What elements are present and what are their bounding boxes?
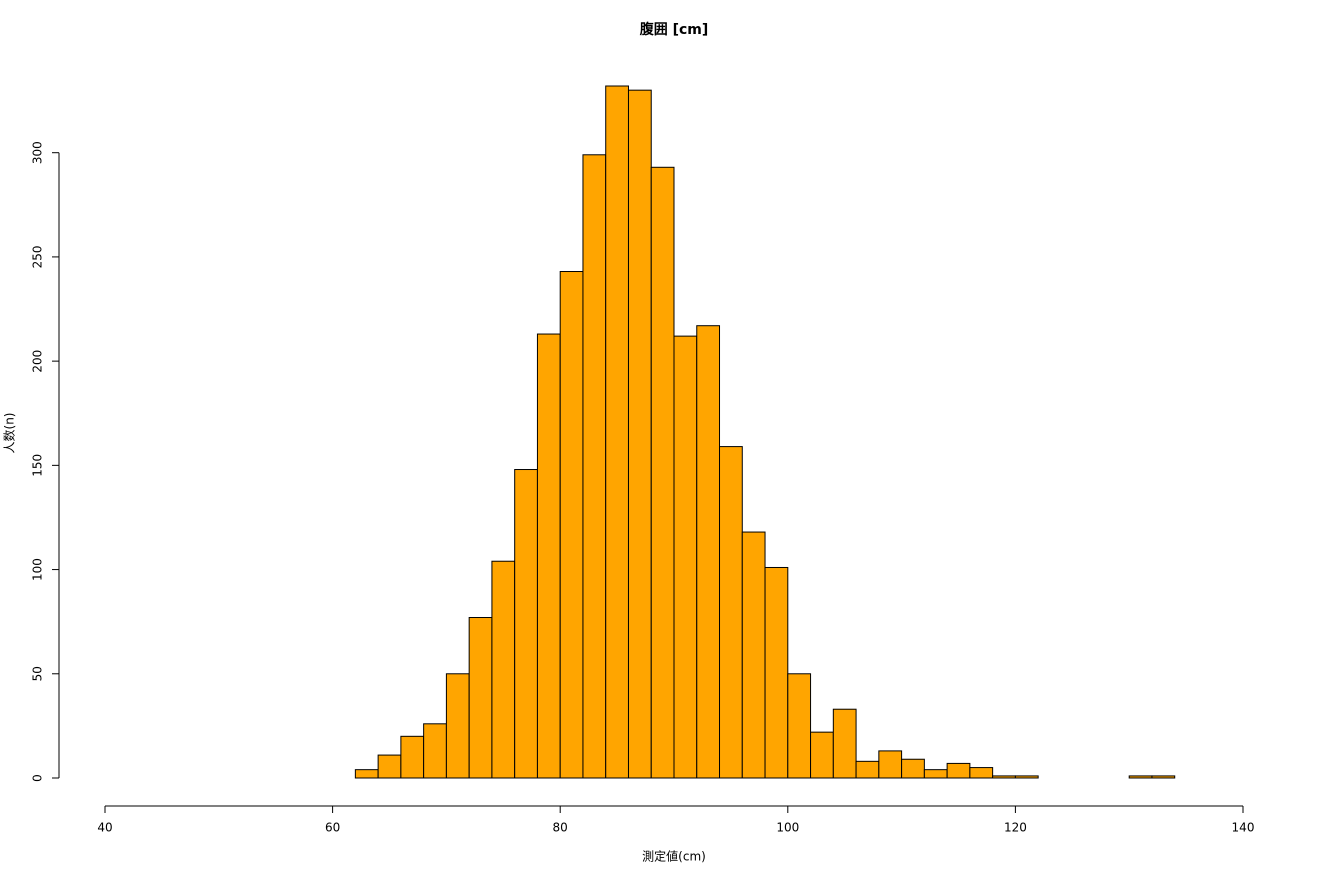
bar — [946, 762, 971, 779]
x-tick-label: 120 — [1004, 821, 1027, 835]
bar — [491, 560, 516, 779]
bar — [627, 89, 652, 779]
y-tick-label: 150 — [31, 454, 45, 477]
bar — [445, 673, 470, 779]
bar — [878, 750, 903, 779]
bar — [673, 335, 698, 779]
bar — [787, 673, 812, 779]
bar — [810, 731, 834, 779]
bar — [855, 760, 880, 779]
bar — [559, 271, 584, 779]
bar — [468, 617, 493, 779]
y-tick-label: 250 — [31, 245, 45, 268]
bar — [741, 531, 766, 779]
bar — [719, 446, 743, 779]
x-tick-label: 100 — [776, 821, 799, 835]
y-tick-label: 300 — [31, 141, 45, 164]
x-axis-label: 測定値(cm) — [642, 849, 706, 864]
bar — [605, 85, 629, 779]
bar — [923, 769, 948, 779]
bar — [992, 775, 1016, 779]
x-tick-label: 40 — [97, 821, 112, 835]
y-axis-label: 人数(n) — [2, 413, 17, 454]
bar — [514, 469, 538, 779]
x-tick-label: 60 — [325, 821, 340, 835]
bar — [1014, 775, 1039, 779]
bar — [696, 325, 721, 779]
y-tick-label: 100 — [31, 558, 45, 581]
bar — [536, 333, 561, 779]
y-tick-label: 50 — [31, 666, 45, 681]
y-tick-label: 200 — [31, 350, 45, 373]
x-tick-label: 80 — [553, 821, 568, 835]
bar — [832, 708, 857, 779]
x-tick-label: 140 — [1232, 821, 1255, 835]
y-tick-label: 0 — [31, 774, 45, 782]
bar — [400, 735, 425, 779]
bar — [582, 154, 607, 779]
bar — [650, 166, 675, 779]
bar — [901, 758, 925, 779]
bar — [1128, 775, 1153, 779]
bar — [764, 566, 789, 779]
chart-title: 腹囲 [cm] — [640, 21, 709, 38]
bar — [377, 754, 402, 779]
bar — [969, 767, 994, 779]
bar — [354, 769, 379, 779]
bar — [423, 723, 447, 779]
bar — [1151, 775, 1176, 779]
